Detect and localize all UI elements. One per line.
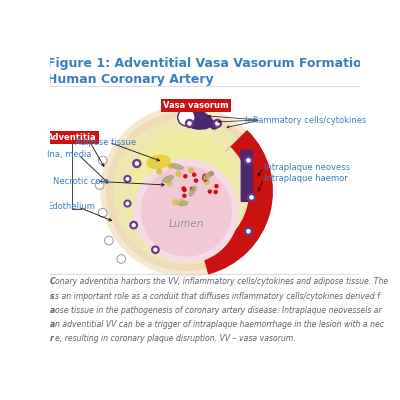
Circle shape xyxy=(184,175,187,178)
Circle shape xyxy=(173,200,178,205)
Text: a: a xyxy=(50,306,55,315)
Text: r: r xyxy=(50,334,54,343)
Circle shape xyxy=(104,236,113,245)
Circle shape xyxy=(179,200,184,204)
FancyBboxPatch shape xyxy=(247,150,252,201)
Wedge shape xyxy=(186,131,272,274)
Text: s: s xyxy=(50,292,55,301)
Circle shape xyxy=(95,181,104,189)
Circle shape xyxy=(247,159,250,162)
Circle shape xyxy=(189,168,194,173)
Circle shape xyxy=(194,179,198,182)
Circle shape xyxy=(178,109,195,126)
Circle shape xyxy=(210,172,213,175)
Text: e, resulting in coronary plaque disruption. VV – vasa vasorum.: e, resulting in coronary plaque disrupti… xyxy=(55,334,295,343)
Circle shape xyxy=(135,160,238,263)
Circle shape xyxy=(214,190,217,194)
Wedge shape xyxy=(186,148,248,251)
Circle shape xyxy=(176,172,181,176)
Ellipse shape xyxy=(189,186,196,196)
Circle shape xyxy=(250,196,253,199)
Circle shape xyxy=(130,222,138,229)
Circle shape xyxy=(152,246,159,254)
Circle shape xyxy=(182,187,185,190)
Circle shape xyxy=(216,122,219,125)
Circle shape xyxy=(154,248,157,251)
Circle shape xyxy=(114,119,259,264)
Ellipse shape xyxy=(179,202,188,206)
Circle shape xyxy=(167,181,172,186)
Text: Adventitia: Adventitia xyxy=(47,133,96,142)
Circle shape xyxy=(157,169,162,174)
Text: Ina, media: Ina, media xyxy=(47,150,91,159)
Circle shape xyxy=(126,178,129,180)
Circle shape xyxy=(117,255,126,263)
Text: Necrotic core: Necrotic core xyxy=(53,177,109,186)
Circle shape xyxy=(183,194,186,197)
FancyBboxPatch shape xyxy=(241,150,247,201)
Circle shape xyxy=(202,177,206,180)
Circle shape xyxy=(107,112,266,270)
Circle shape xyxy=(126,202,129,205)
Circle shape xyxy=(198,112,206,120)
Text: Lumen: Lumen xyxy=(169,218,204,228)
Circle shape xyxy=(208,190,211,193)
Text: Edothelium: Edothelium xyxy=(47,202,95,212)
Text: Human Coronary Artery: Human Coronary Artery xyxy=(47,73,214,86)
Circle shape xyxy=(247,230,250,233)
Text: Intraplaque neovess: Intraplaque neovess xyxy=(264,163,350,172)
Circle shape xyxy=(142,166,231,256)
Circle shape xyxy=(133,160,141,168)
Circle shape xyxy=(203,174,206,177)
Circle shape xyxy=(124,200,131,207)
Circle shape xyxy=(132,224,135,226)
Ellipse shape xyxy=(171,164,183,169)
Text: Inflammatory cells/cytokines: Inflammatory cells/cytokines xyxy=(245,116,367,124)
Text: Adipose tissue: Adipose tissue xyxy=(75,138,136,147)
Circle shape xyxy=(190,187,194,190)
Circle shape xyxy=(124,176,131,182)
Circle shape xyxy=(101,106,272,276)
Text: Intraplaque haemor: Intraplaque haemor xyxy=(264,174,348,183)
Text: C: C xyxy=(50,278,56,286)
Text: ose tissue in the pathogenesis of coronary artery disease. Intraplaque neovessel: ose tissue in the pathogenesis of corona… xyxy=(55,306,381,315)
Circle shape xyxy=(204,179,210,184)
Circle shape xyxy=(183,188,186,192)
Text: a: a xyxy=(50,320,55,329)
Circle shape xyxy=(98,208,107,217)
Circle shape xyxy=(168,163,173,168)
Ellipse shape xyxy=(147,155,170,169)
Text: s an important role as a conduit that diffuses inflammatory cells/cytokines deri: s an important role as a conduit that di… xyxy=(55,292,380,301)
Circle shape xyxy=(213,120,222,128)
Circle shape xyxy=(248,193,256,201)
Text: onary adventitia harbors the VV, inflammatory cells/cytokines and adipose tissue: onary adventitia harbors the VV, inflamm… xyxy=(55,278,388,286)
Circle shape xyxy=(186,120,194,128)
Circle shape xyxy=(135,162,138,165)
Circle shape xyxy=(210,121,218,129)
Circle shape xyxy=(244,156,252,164)
Circle shape xyxy=(215,185,218,188)
Circle shape xyxy=(188,122,191,125)
Circle shape xyxy=(244,227,252,235)
Circle shape xyxy=(204,178,207,181)
Text: Figure 1: Adventitial Vasa Vasorum Formation in the: Figure 1: Adventitial Vasa Vasorum Forma… xyxy=(47,57,400,70)
Ellipse shape xyxy=(182,112,212,129)
Circle shape xyxy=(98,156,107,165)
Text: Vasa vasorum: Vasa vasorum xyxy=(163,101,228,110)
Circle shape xyxy=(132,133,234,234)
Circle shape xyxy=(193,173,196,176)
Ellipse shape xyxy=(204,172,213,180)
Ellipse shape xyxy=(162,176,173,182)
Text: n adventitial VV can be a trigger of intraplaque haemorrhage in the lesion with : n adventitial VV can be a trigger of int… xyxy=(55,320,384,329)
